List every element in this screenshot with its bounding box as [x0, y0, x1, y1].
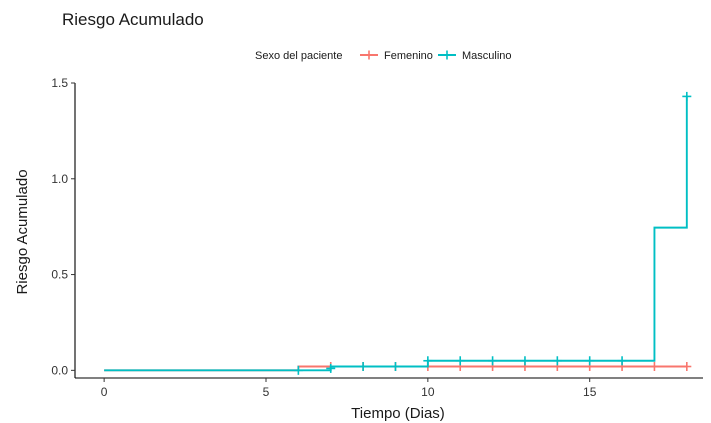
censor-mark-masculino — [293, 365, 303, 375]
censor-mark-masculino — [358, 362, 368, 372]
x-tick-label: 10 — [421, 385, 435, 399]
censor-mark-masculino — [326, 363, 336, 373]
y-tick-label: 1.5 — [51, 76, 68, 90]
y-axis-title: Riesgo Acumulado — [14, 169, 31, 294]
censor-mark-masculino — [617, 356, 627, 366]
censor-mark-masculino — [390, 362, 400, 372]
legend-label-femenino: Femenino — [384, 50, 433, 62]
x-tick-label: 5 — [263, 385, 270, 399]
x-tick-label: 0 — [101, 385, 108, 399]
x-axis-title: Tiempo (Dias) — [351, 405, 445, 422]
censor-mark-masculino — [585, 356, 595, 366]
censor-mark-masculino — [488, 356, 498, 366]
axes: 0 5 10 15 0.0 0.5 1.0 1.5 — [51, 76, 703, 399]
censor-mark-masculino — [455, 356, 465, 366]
legend-item-masculino: Masculino — [438, 50, 512, 62]
y-tick-label: 0.0 — [51, 363, 68, 377]
y-tick-label: 0.5 — [51, 268, 68, 282]
x-tick-label: 15 — [583, 385, 597, 399]
legend-item-femenino: Femenino — [360, 50, 433, 62]
chart-title: Riesgo Acumulado — [62, 10, 204, 29]
legend: Sexo del paciente Femenino Masculino — [255, 50, 512, 62]
plot-area — [104, 91, 692, 375]
censor-mark-femenino — [649, 362, 659, 372]
y-tick-label: 1.0 — [51, 172, 68, 186]
censor-mark-masculino — [520, 356, 530, 366]
censor-mark-masculino — [552, 356, 562, 366]
series-line-masculino — [104, 96, 688, 372]
censor-mark-femenino — [682, 362, 692, 372]
censor-mark-masculino — [423, 356, 433, 366]
legend-title: Sexo del paciente — [255, 50, 342, 62]
legend-label-masculino: Masculino — [462, 50, 512, 62]
censor-mark-masculino — [682, 91, 692, 101]
